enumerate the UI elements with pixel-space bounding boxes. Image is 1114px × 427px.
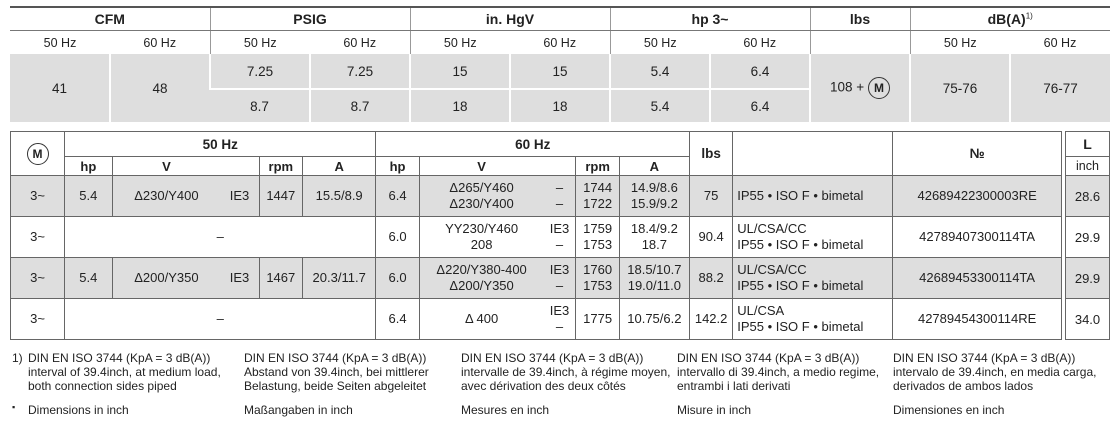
psig-value: 7.25	[209, 54, 310, 90]
psig-value: 7.25	[309, 54, 410, 90]
footnote-fr: DIN EN ISO 3744 (KpA = 3 dB(A)) intervall…	[461, 351, 671, 393]
a-col: A	[618, 156, 691, 176]
cfm-60-value: 48	[109, 54, 210, 122]
cfm-50-value: 41	[10, 54, 110, 122]
part-number: 42789407300114TA	[892, 216, 1062, 258]
hg-header: in. HgV	[409, 6, 610, 31]
hp-60hz: 60 Hz	[743, 35, 777, 50]
table-row: 3~ 5.4 Δ230/Y400 IE3 1447 15.5/8.9 6.4 Δ…	[9, 175, 1062, 217]
hz60-header: 60 Hz	[375, 131, 690, 157]
v-col: V	[418, 156, 544, 176]
rpm-col: rpm	[258, 156, 303, 176]
performance-table: CFM PSIG in. HgV hp 3~ lbs dB(A)1) 50 Hz…	[10, 6, 1110, 122]
a-col: A	[301, 156, 377, 176]
number-header: №	[892, 131, 1062, 176]
cfm-header: CFM	[10, 6, 210, 31]
length-value: 34.0	[1065, 298, 1110, 340]
table-row: 3~ 5.4 Δ200/Y350 IE3 1467 20.3/11.7 6.0 …	[9, 257, 1062, 299]
hg-value: 18	[509, 89, 610, 122]
dimensions-it: Misure in inch	[677, 403, 752, 417]
db-header: dB(A)1)	[909, 6, 1110, 31]
length-value: 29.9	[1065, 257, 1110, 299]
footnote-es: DIN EN ISO 3744 (KpA = 3 dB(A)) intervalo…	[893, 351, 1097, 393]
hg-50hz: 50 Hz	[409, 30, 510, 54]
psig-header: PSIG	[209, 6, 410, 31]
psig-60hz: 60 Hz	[343, 35, 377, 50]
dimensions-en: Dimensions in inch	[28, 403, 129, 417]
length-value: 29.9	[1065, 216, 1110, 258]
part-number: 42689422300003RE	[892, 175, 1062, 217]
dimensions-es: Dimensiones en inch	[893, 403, 1005, 417]
db-50hz: 50 Hz	[909, 30, 1010, 54]
footnote-en: DIN EN ISO 3744 (KpA = 3 dB(A)) interval …	[28, 351, 221, 393]
hp-header: hp 3~	[609, 6, 810, 31]
weight-value: 108 + M	[809, 54, 910, 122]
hp-col: hp	[375, 156, 420, 176]
db-60hz: 60 Hz	[1043, 35, 1077, 50]
cfm-60hz: 60 Hz	[143, 35, 177, 50]
lbs-header: lbs	[688, 131, 734, 176]
footnote-de: DIN EN ISO 3744 (KpA = 3 dB(A)) Abstand v…	[244, 351, 429, 393]
motor-icon: M	[867, 77, 890, 99]
hp-value: 6.4	[709, 54, 810, 90]
table-row: 3~ – 6.4 Δ 400 IE3– 1775 10.75/6.2 142.2…	[9, 298, 1062, 340]
lbs-header: lbs	[809, 6, 910, 31]
length-header: L	[1065, 131, 1110, 157]
dimensions-fr: Mesures en inch	[461, 403, 550, 417]
part-number: 42789454300114RE	[892, 298, 1062, 340]
motor-icon: M	[26, 142, 49, 165]
db-60-value: 76-77	[1009, 54, 1110, 122]
hg-value: 15	[409, 54, 510, 90]
hp-value: 6.4	[709, 89, 810, 122]
length-value: 28.6	[1065, 175, 1110, 217]
hz50-header: 50 Hz	[64, 131, 377, 157]
hp-col: hp	[64, 156, 113, 176]
db-50-value: 75-76	[909, 54, 1010, 122]
dimensions-de: Maßangaben in inch	[244, 403, 353, 417]
v-col: V	[111, 156, 221, 176]
hg-value: 18	[409, 89, 510, 122]
hg-value: 15	[509, 54, 610, 90]
psig-value: 8.7	[309, 89, 410, 122]
hg-60hz: 60 Hz	[543, 35, 577, 50]
length-table: L inch 28.6 29.9 29.9 34.0	[1065, 131, 1110, 340]
psig-50hz: 50 Hz	[209, 30, 310, 54]
rpm-col: rpm	[575, 156, 620, 176]
part-number: 42689453300114TA	[892, 257, 1062, 299]
hp-value: 5.4	[609, 89, 710, 122]
psig-value: 8.7	[210, 89, 310, 122]
footnote-marker: 1)	[12, 351, 23, 365]
motor-header: M	[9, 131, 66, 176]
motor-table: M 50 Hz 60 Hz lbs № hp V rpm A hp V rpm …	[9, 131, 1062, 340]
length-unit: inch	[1065, 156, 1110, 176]
table-row: 3~ – 6.0 YY230/Y460 208 IE3– 1759 1753 18.…	[9, 216, 1062, 258]
cfm-50hz: 50 Hz	[43, 35, 77, 50]
hp-value: 5.4	[609, 54, 710, 90]
footnote-it: DIN EN ISO 3744 (KpA = 3 dB(A)) intervall…	[677, 351, 880, 393]
bullet-icon: ▪	[12, 402, 16, 412]
hp-50hz: 50 Hz	[609, 30, 710, 54]
